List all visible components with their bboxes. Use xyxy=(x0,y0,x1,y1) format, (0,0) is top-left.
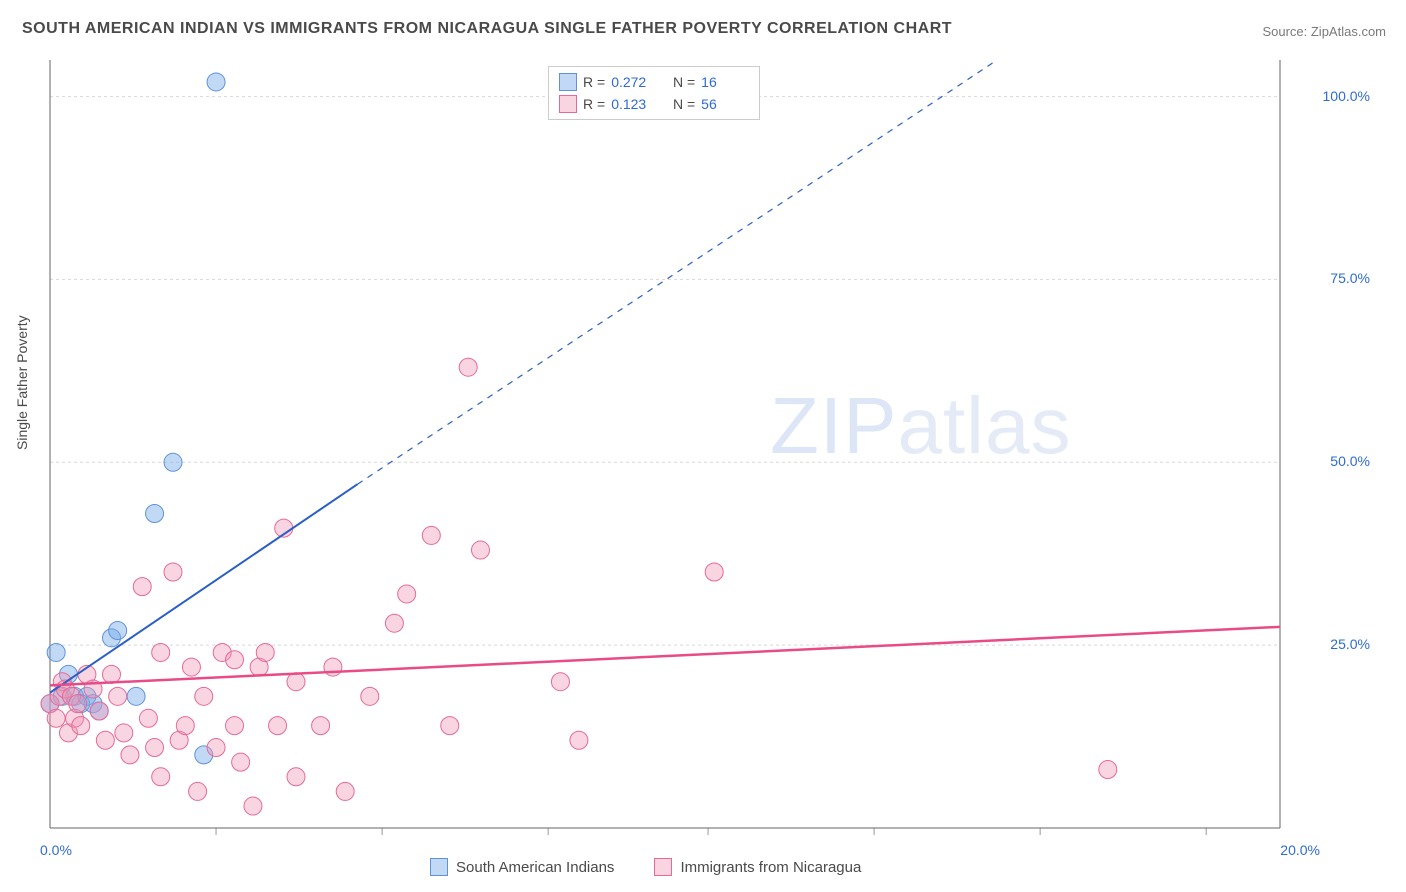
y-tick-label: 50.0% xyxy=(1290,453,1370,469)
y-tick-label: 100.0% xyxy=(1290,88,1370,104)
r-value: 0.272 xyxy=(611,71,659,93)
legend-swatch xyxy=(430,858,448,876)
x-tick-label: 0.0% xyxy=(40,842,72,858)
x-tick-label: 20.0% xyxy=(1280,842,1320,858)
legend-swatch xyxy=(559,95,577,113)
y-tick-label: 25.0% xyxy=(1290,636,1370,652)
legend-label: Immigrants from Nicaragua xyxy=(680,859,861,876)
n-label: N = xyxy=(665,93,695,115)
r-label: R = xyxy=(583,71,605,93)
n-value: 56 xyxy=(701,93,749,115)
legend-swatch xyxy=(654,858,672,876)
r-label: R = xyxy=(583,93,605,115)
n-label: N = xyxy=(665,71,695,93)
legend-item: Immigrants from Nicaragua xyxy=(654,858,861,876)
legend-swatch xyxy=(559,73,577,91)
legend-item: South American Indians xyxy=(430,858,614,876)
stats-legend-row: R = 0.123 N = 56 xyxy=(559,93,749,115)
y-tick-label: 75.0% xyxy=(1290,270,1370,286)
stats-legend: R = 0.272 N = 16R = 0.123 N = 56 xyxy=(548,66,760,120)
legend-label: South American Indians xyxy=(456,859,614,876)
r-value: 0.123 xyxy=(611,93,659,115)
correlation-chart xyxy=(0,0,1406,892)
n-value: 16 xyxy=(701,71,749,93)
series-legend: South American Indians Immigrants from Ni… xyxy=(430,858,861,876)
stats-legend-row: R = 0.272 N = 16 xyxy=(559,71,749,93)
